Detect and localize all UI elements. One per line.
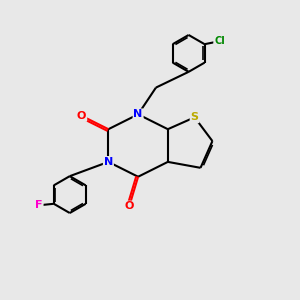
Text: Cl: Cl [214,36,225,46]
Text: F: F [35,200,43,210]
Text: O: O [77,111,86,121]
Text: S: S [190,112,199,122]
Text: N: N [134,109,143,119]
Text: O: O [124,202,134,212]
Text: N: N [104,157,113,167]
